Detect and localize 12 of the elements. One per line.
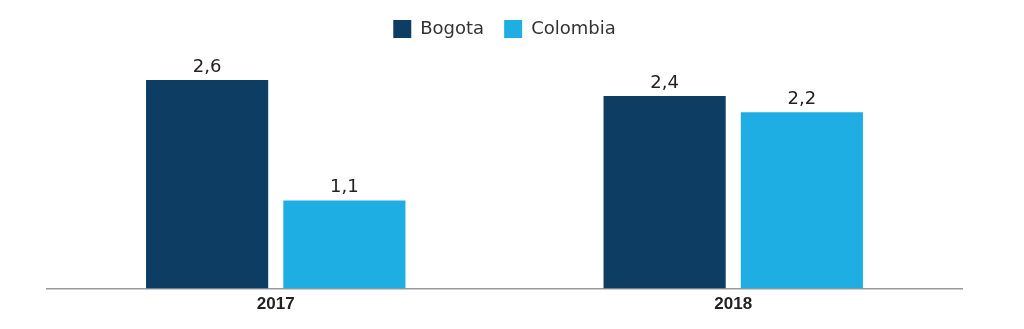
x-tick-label: 2018 xyxy=(714,294,753,314)
data-label: 2,6 xyxy=(192,54,222,76)
data-label: 2,4 xyxy=(650,70,679,92)
legend-label: Colombia xyxy=(531,16,616,38)
bar xyxy=(146,80,269,289)
bar xyxy=(603,96,726,289)
legend-label: Bogota xyxy=(420,16,485,38)
data-label: 2,2 xyxy=(787,86,817,108)
data-label: 1,1 xyxy=(330,175,359,197)
bar xyxy=(283,200,406,289)
bar xyxy=(740,112,863,289)
x-tick-label: 2017 xyxy=(256,294,295,314)
